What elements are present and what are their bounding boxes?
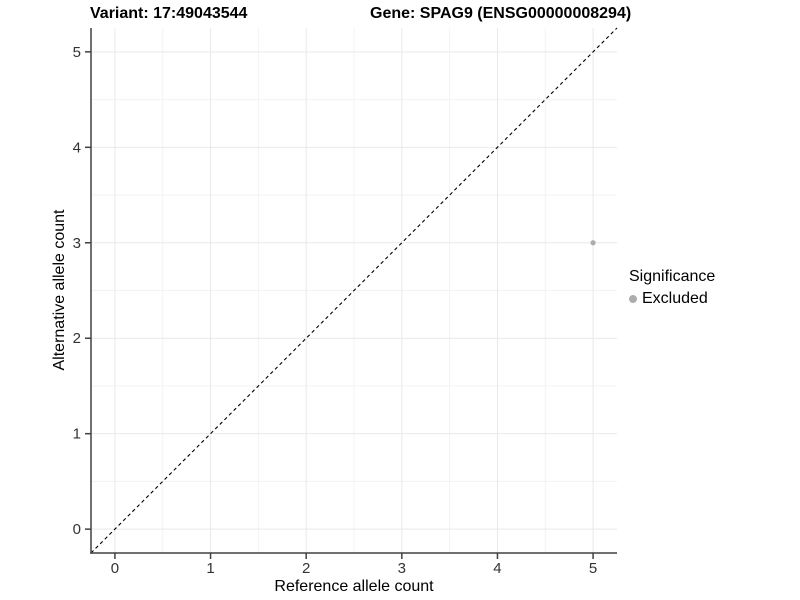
- y-tick-label: 1: [73, 426, 81, 443]
- x-tick-label: 3: [398, 560, 406, 577]
- identity-line: [90, 27, 618, 554]
- legend-entry-excluded: Excluded: [629, 290, 715, 308]
- axis-lines: [90, 28, 617, 554]
- y-tick-label: 3: [73, 235, 81, 252]
- plot-title-gene: Gene: SPAG9 (ENSG00000008294): [370, 5, 632, 22]
- identity-reference-line: [90, 27, 618, 554]
- y-axis-title: Alternative allele count: [51, 209, 68, 371]
- y-tick-label: 2: [73, 330, 81, 347]
- legend-entry-label: Excluded: [642, 290, 708, 307]
- legend: Significance Excluded: [629, 268, 715, 308]
- plot-title-variant: Variant: 17:49043544: [90, 5, 248, 22]
- grid-minor-lines: [91, 28, 617, 553]
- grid-major-lines: [91, 28, 617, 553]
- axis-ticks: [85, 51, 594, 559]
- data-points: [590, 240, 596, 246]
- x-axis-title: Reference allele count: [274, 578, 434, 595]
- x-tick-label: 0: [111, 560, 119, 577]
- y-tick-label: 4: [73, 139, 81, 156]
- y-tick-label: 0: [73, 521, 81, 538]
- x-tick-label: 5: [589, 560, 597, 577]
- y-tick-label: 5: [73, 44, 81, 61]
- data-point: [590, 240, 596, 246]
- x-tick-label: 1: [206, 560, 214, 577]
- axis-tick-labels: 0 1 2 3 4 5 0 1 2 3 4 5: [73, 44, 598, 577]
- legend-key-dot-icon: [629, 295, 637, 303]
- legend-title: Significance: [629, 268, 716, 285]
- x-tick-label: 4: [493, 560, 501, 577]
- x-tick-label: 2: [302, 560, 310, 577]
